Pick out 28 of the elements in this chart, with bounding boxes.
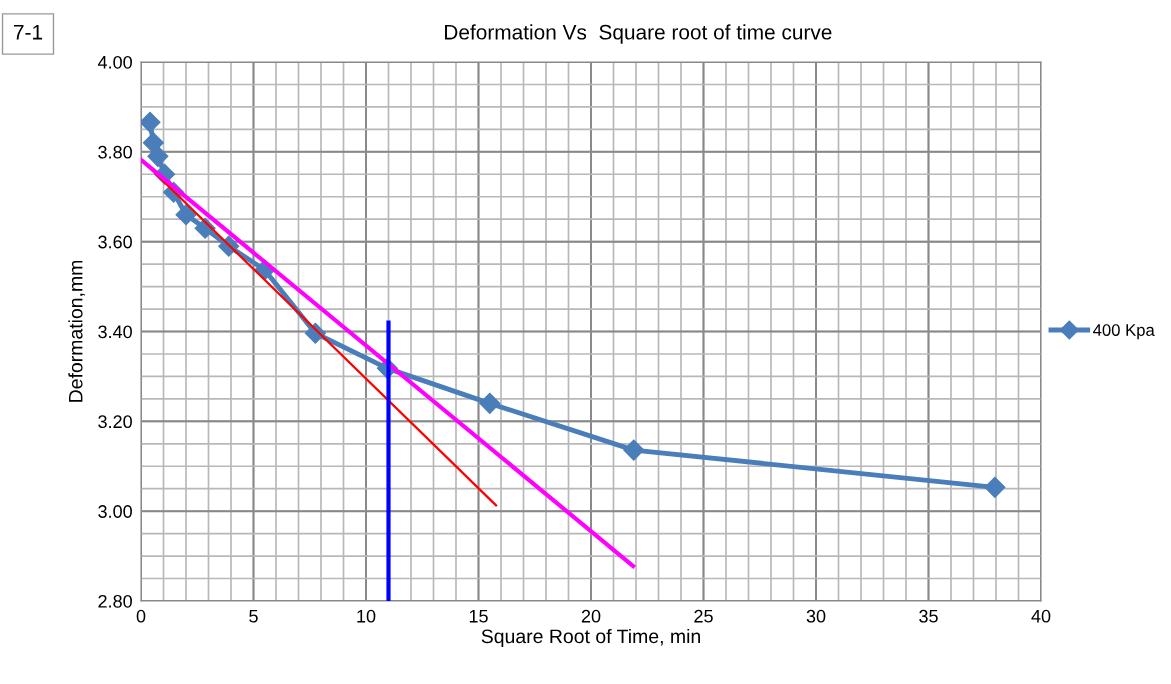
point xyxy=(142,132,164,154)
y-tick-label: 2.80 xyxy=(98,594,132,608)
y-tick-label: 3.00 xyxy=(98,505,132,518)
y-tick-label: 3.20 xyxy=(98,415,132,429)
point xyxy=(147,145,169,167)
text: 7-1 xyxy=(14,25,43,40)
y-tick-label: 3.40 xyxy=(98,325,132,339)
x-tick-label: 15 xyxy=(469,610,488,623)
point xyxy=(479,392,501,414)
y-tick-label: 3.60 xyxy=(98,235,132,249)
y-axis-title: Deformation,mm xyxy=(68,260,85,402)
point xyxy=(623,439,645,461)
chart-title: Deformation Vs Square root of time curve xyxy=(445,24,832,44)
y-tick-label: 3.80 xyxy=(98,145,132,159)
x-tick-label: 40 xyxy=(1031,609,1051,623)
point xyxy=(175,204,197,226)
x-tick-label: 5 xyxy=(249,610,258,623)
x-tick-label: 10 xyxy=(357,609,376,623)
y-tick-label: 4.00 xyxy=(97,55,132,69)
x-tick-label: 0 xyxy=(136,609,146,623)
x-axis-title: Square Root of Time, min xyxy=(481,628,700,648)
x-tick-label: 35 xyxy=(919,609,938,623)
point xyxy=(984,476,1006,498)
x-tick-label: 25 xyxy=(694,609,713,623)
legend-label: 400 Kpa xyxy=(1093,324,1155,340)
x-tick-label: 20 xyxy=(581,609,601,623)
point xyxy=(141,111,161,133)
x-tick-label: 30 xyxy=(806,609,826,623)
